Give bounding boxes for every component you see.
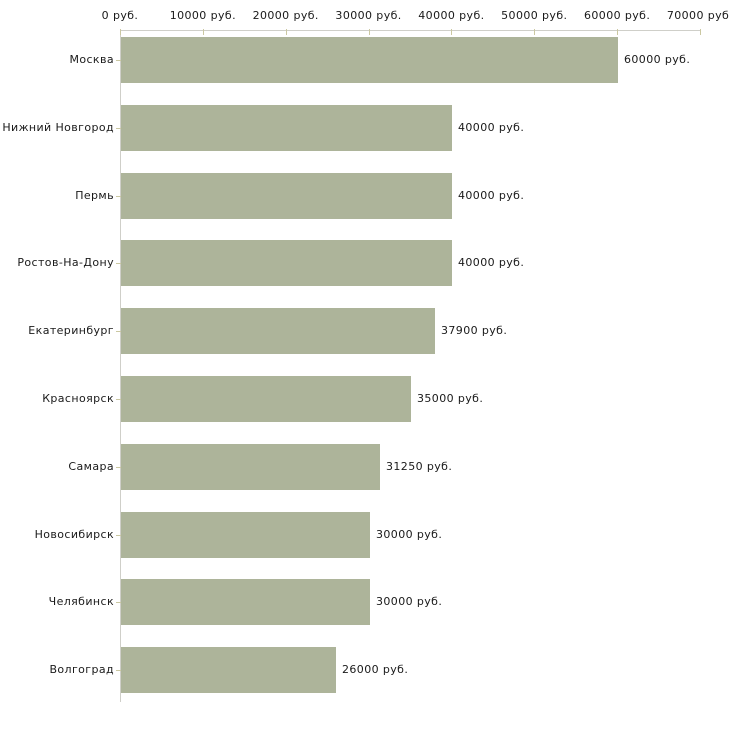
category-label: Новосибирск (34, 528, 114, 541)
x-axis-tick-mark (617, 29, 618, 35)
bar (121, 444, 380, 490)
bar-value-label: 40000 руб. (458, 121, 525, 134)
bar-value-label: 40000 руб. (458, 189, 525, 202)
category-label: Самара (68, 460, 114, 473)
y-axis-tick-mark (116, 60, 121, 61)
x-axis-tick-mark (286, 29, 287, 35)
bar-value-label: 30000 руб. (376, 595, 443, 608)
x-axis-tick-label: 50000 руб. (501, 9, 568, 22)
bar (121, 579, 370, 625)
category-label: Красноярск (42, 392, 114, 405)
x-axis-line (120, 30, 701, 31)
x-axis-tick-mark (451, 29, 452, 35)
x-axis-tick-mark (700, 29, 701, 35)
bar (121, 512, 370, 558)
x-axis-tick-label: 70000 руб. (666, 9, 730, 22)
x-axis-tick-label: 20000 руб. (252, 9, 319, 22)
bar-value-label: 26000 руб. (342, 663, 409, 676)
category-label: Пермь (75, 189, 114, 202)
y-axis-tick-mark (116, 331, 121, 332)
y-axis-tick-mark (116, 196, 121, 197)
x-axis-tick-label: 10000 руб. (169, 9, 236, 22)
bar-value-label: 30000 руб. (376, 528, 443, 541)
x-axis-tick-label: 30000 руб. (335, 9, 402, 22)
category-label: Нижний Новгород (2, 121, 114, 134)
bar (121, 105, 452, 151)
category-label: Москва (69, 53, 114, 66)
bar (121, 647, 336, 693)
x-axis-tick-mark (369, 29, 370, 35)
bar-value-label: 40000 руб. (458, 256, 525, 269)
y-axis-tick-mark (116, 399, 121, 400)
y-axis-tick-mark (116, 128, 121, 129)
bar-value-label: 37900 руб. (441, 324, 508, 337)
bar-value-label: 60000 руб. (624, 53, 691, 66)
y-axis-tick-mark (116, 467, 121, 468)
category-label: Ростов-На-Дону (17, 256, 114, 269)
x-axis-tick-label: 0 руб. (101, 9, 139, 22)
x-axis-tick-mark (120, 29, 121, 35)
category-label: Екатеринбург (28, 324, 114, 337)
x-axis-tick-mark (203, 29, 204, 35)
bar (121, 173, 452, 219)
y-axis-tick-mark (116, 602, 121, 603)
x-axis-tick-label: 40000 руб. (418, 9, 485, 22)
bar (121, 308, 435, 354)
y-axis-tick-mark (116, 670, 121, 671)
category-label: Волгоград (49, 663, 114, 676)
bar-value-label: 35000 руб. (417, 392, 484, 405)
bar (121, 37, 618, 83)
bar (121, 376, 411, 422)
y-axis-line (120, 30, 121, 702)
x-axis-tick-mark (534, 29, 535, 35)
y-axis-tick-mark (116, 535, 121, 536)
bar-value-label: 31250 руб. (386, 460, 453, 473)
category-label: Челябинск (48, 595, 114, 608)
x-axis-tick-label: 60000 руб. (584, 9, 651, 22)
bar (121, 240, 452, 286)
y-axis-tick-mark (116, 263, 121, 264)
